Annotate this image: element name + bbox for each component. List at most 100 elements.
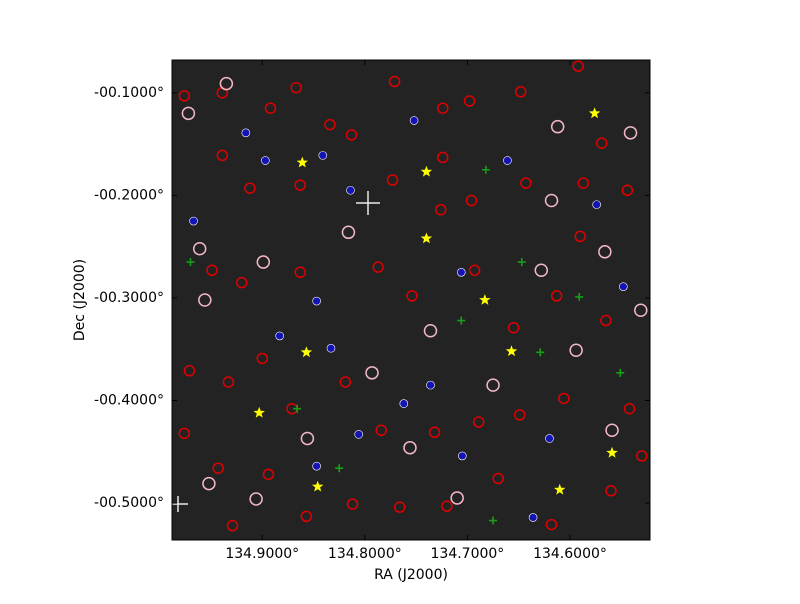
source-circle [472, 416, 485, 428]
catalog-circle [202, 476, 216, 491]
source-star [606, 446, 618, 458]
source-star [420, 165, 433, 177]
source-star [296, 156, 308, 168]
catalog-circle [219, 76, 234, 91]
source-plus [186, 258, 195, 267]
source-dot [619, 282, 628, 291]
source-circle [393, 501, 406, 513]
source-circle [294, 266, 306, 279]
source-dot [426, 380, 435, 390]
source-circle [294, 179, 306, 191]
source-circle [212, 462, 224, 474]
source-circle [596, 137, 608, 149]
source-circle [244, 182, 256, 194]
source-star [253, 406, 265, 418]
source-plus [457, 316, 466, 325]
source-dot [312, 296, 321, 306]
source-circle [428, 426, 441, 439]
source-circle [178, 427, 191, 440]
source-circle [513, 409, 526, 421]
y-tick-label: -00.5000° [94, 495, 164, 511]
source-dot [399, 399, 409, 408]
source-circle [216, 149, 229, 162]
source-dot [312, 461, 321, 471]
catalog-circle [423, 324, 438, 338]
catalog-circle [634, 303, 648, 318]
source-dot [457, 451, 467, 461]
source-circle [507, 321, 520, 334]
x-tick-label: 134.7000° [431, 546, 505, 562]
source-star [312, 480, 324, 492]
catalog-circle [623, 126, 638, 140]
source-star [300, 346, 313, 358]
source-dot [528, 513, 538, 522]
source-plus [489, 516, 498, 525]
source-star [505, 345, 518, 357]
source-plus [293, 404, 302, 413]
source-circle [290, 81, 302, 94]
catalog-circle [534, 263, 549, 278]
catalog-circle [198, 293, 212, 307]
catalog-circle [256, 255, 271, 269]
x-tick-label: 134.6000° [533, 546, 607, 562]
source-circle [463, 95, 476, 107]
catalog-circle [598, 245, 612, 259]
source-circle [465, 194, 478, 207]
source-circle [300, 510, 313, 523]
source-plus [616, 368, 625, 377]
source-dot [503, 156, 512, 165]
source-circle [388, 75, 401, 88]
bright-star [168, 191, 380, 512]
source-circle [262, 468, 275, 481]
source-circle [574, 230, 586, 243]
source-circle [520, 177, 532, 189]
source-dot [275, 331, 285, 341]
source-circle [600, 314, 612, 327]
source-plus [517, 258, 526, 267]
source-circle [621, 184, 634, 197]
source-dot [592, 200, 601, 209]
y-axis-label: Dec (J2000) [72, 259, 88, 341]
source-circle [183, 365, 196, 377]
source-circle [372, 261, 384, 273]
source-plus [481, 165, 490, 174]
source-circle [324, 118, 336, 131]
source-dot [241, 128, 251, 138]
source-circle [178, 90, 191, 102]
source-circle [346, 498, 359, 510]
source-plus [335, 464, 344, 473]
source-circle [577, 177, 590, 189]
source-circle [264, 102, 277, 114]
source-dot [456, 268, 466, 277]
catalog-circle [249, 492, 263, 506]
source-circle [434, 203, 447, 216]
source-circle [468, 264, 481, 277]
source-circle [550, 290, 563, 302]
source-star [420, 232, 433, 244]
source-circle [339, 376, 352, 388]
source-plus [575, 292, 584, 301]
plot-frame [171, 59, 651, 541]
catalog-circle [605, 423, 619, 438]
source-circle [636, 450, 648, 462]
source-star [588, 107, 601, 119]
source-dot [409, 116, 419, 125]
catalog-circle [341, 225, 356, 240]
source-circle [437, 102, 449, 114]
catalog-circle [486, 378, 500, 392]
y-tick-label: -00.2000° [94, 187, 164, 203]
source-dot [354, 430, 363, 439]
source-circle [345, 129, 358, 141]
markers [178, 60, 648, 532]
source-circle [492, 472, 504, 485]
catalog-circle [569, 343, 583, 358]
source-circle [236, 276, 248, 289]
source-star [554, 483, 566, 495]
x-tick-label: 134.9000° [225, 546, 299, 562]
y-tick-label: -00.3000° [94, 290, 164, 306]
source-circle [222, 376, 235, 388]
plot-area [172, 60, 650, 540]
catalog-circle [550, 119, 565, 134]
catalog-circle [450, 491, 464, 505]
source-circle [375, 424, 388, 437]
